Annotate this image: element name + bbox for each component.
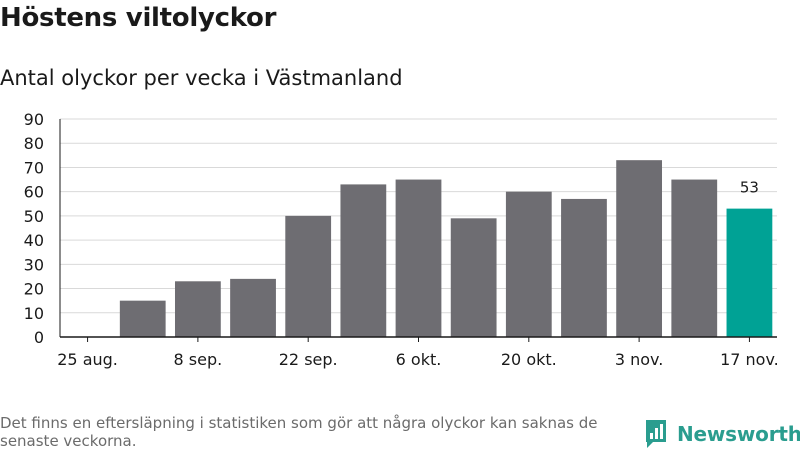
y-tick-label: 30 bbox=[24, 255, 44, 274]
bar-1-sep bbox=[119, 300, 166, 337]
x-tick-label: 22 sep. bbox=[279, 350, 338, 369]
data-label: 53 bbox=[740, 179, 759, 197]
footnote: Det finns en eftersläpning i statistiken… bbox=[0, 414, 598, 450]
y-tick-label: 10 bbox=[24, 304, 44, 323]
bar-22-sep bbox=[285, 215, 332, 337]
bar-8-sep bbox=[174, 281, 221, 337]
chart-title: Höstens viltolyckor bbox=[0, 3, 277, 33]
chart-subtitle: Antal olyckor per vecka i Västmanland bbox=[0, 66, 403, 90]
y-tick-label: 70 bbox=[24, 158, 44, 177]
bar-15-sep bbox=[230, 278, 276, 337]
bar-17-nov bbox=[726, 208, 773, 337]
y-tick-label: 20 bbox=[24, 280, 44, 299]
y-tick-label: 40 bbox=[24, 231, 44, 250]
bar-29-sep bbox=[340, 184, 387, 337]
bar-27-okt bbox=[561, 198, 607, 337]
y-tick-label: 90 bbox=[24, 110, 44, 129]
newsworthy-logo-icon bbox=[646, 420, 666, 448]
bar-3-nov bbox=[616, 160, 663, 337]
y-tick-label: 80 bbox=[24, 134, 44, 153]
x-tick-label: 3 nov. bbox=[615, 350, 664, 369]
bar-chart: 0 10 20 30 40 50 60 70 80 90 25 aug. 8 sep. 22 sep. 6… bbox=[24, 110, 779, 369]
x-tick-label: 17 nov. bbox=[720, 350, 779, 369]
y-tick-label: 0 bbox=[34, 328, 44, 347]
x-tick-label: 25 aug. bbox=[57, 350, 118, 369]
x-tick-label: 20 okt. bbox=[501, 350, 557, 369]
bar-6-okt bbox=[395, 179, 442, 337]
labels: 53 bbox=[740, 179, 759, 197]
bar-13-okt bbox=[450, 218, 497, 337]
y-tick-label: 60 bbox=[24, 183, 44, 202]
bar-10-nov bbox=[671, 179, 718, 337]
bar-20-okt bbox=[505, 191, 552, 337]
brand-name: Newsworthy bbox=[677, 422, 800, 446]
x-tick-label: 6 okt. bbox=[396, 350, 442, 369]
axes: 0 10 20 30 40 50 60 70 80 90 25 aug. 8 sep. 22 sep. 6… bbox=[24, 110, 779, 369]
brand-logo: Newsworthy bbox=[644, 419, 800, 449]
y-tick-label: 50 bbox=[24, 207, 44, 226]
bars bbox=[119, 160, 773, 337]
x-tick-label: 8 sep. bbox=[174, 350, 223, 369]
